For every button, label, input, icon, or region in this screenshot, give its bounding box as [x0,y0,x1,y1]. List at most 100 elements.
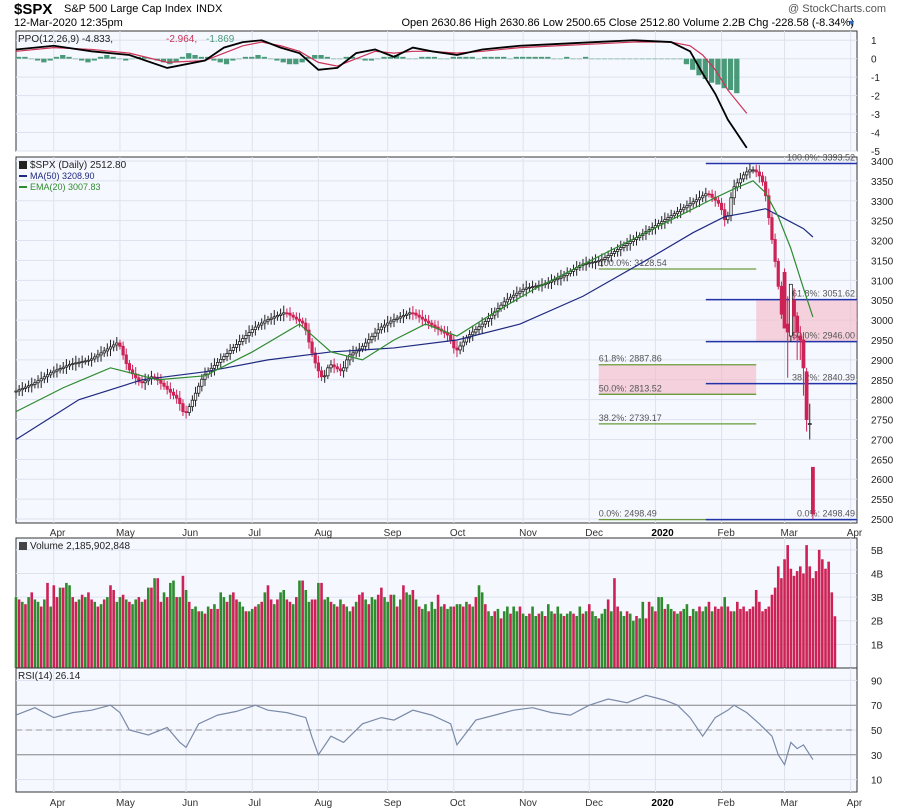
price-tick-label: 3250 [871,217,894,228]
price-tick-label: 3400 [871,157,894,168]
candle [792,299,796,317]
ppo-histogram-bar [362,58,368,61]
ppo-histogram-bar [715,58,721,85]
candle [534,285,538,288]
candle [461,341,465,347]
ppo-histogram-bar [267,58,274,60]
candle [260,322,264,326]
quote-arrow-icon: ▼ [847,18,856,28]
volume-bar [547,604,550,668]
volume-bar [238,601,241,668]
ppo-tick-label: -1 [871,73,880,84]
price-tick-label: 3150 [871,256,894,267]
volume-bar [537,613,541,668]
volume-bar [165,597,169,668]
ppo-histogram-bar [526,56,532,59]
candle [275,315,280,318]
candle [738,178,743,184]
candle [754,169,758,173]
candle [184,411,188,414]
volume-bar [446,608,449,668]
volume-bar [194,606,197,668]
candle [587,262,591,265]
candle [505,298,509,303]
volume-bar [49,606,52,668]
x-axis-label: Apr [847,528,863,539]
volume-bar [61,587,65,668]
candle [518,290,522,294]
volume-bar [131,604,134,668]
candle [165,385,169,390]
candle [345,359,349,369]
candle [215,361,220,366]
candle [181,403,185,413]
volume-bar [345,606,349,668]
candle [61,366,65,369]
candle [804,371,809,420]
volume-bar [587,604,591,668]
volume-bar [723,597,727,668]
candle [26,385,31,388]
x-axis-label-bottom: May [116,798,135,809]
volume-bar [591,611,594,668]
volume-bar [524,616,528,668]
candle [93,356,97,360]
volume-bar [68,585,71,668]
ppo-histogram-bar [627,58,633,60]
candle [316,362,320,372]
candle [247,332,251,336]
candle [96,354,100,358]
ppo-line [15,39,748,149]
volume-bar [219,592,223,668]
volume-bar [569,611,572,668]
x-axis-label: Apr [50,528,66,539]
volume-bar [43,599,46,668]
candle [628,241,632,244]
candle [244,335,248,339]
volume-bar [424,604,427,668]
fib-extension-label: 61.8%: 3051.62 [792,289,855,299]
candle [121,345,125,356]
candle [597,260,601,263]
volume-bar [216,608,219,668]
candle [704,193,708,197]
candle [389,320,393,324]
ppo-histogram-bar [438,58,444,60]
volume-bar [209,608,213,668]
candle [360,345,365,350]
volume-tick-label: 3B [871,593,884,604]
candle [376,329,380,334]
volume-bar [228,594,232,668]
volume-bar [124,599,128,668]
candle [23,386,28,389]
candle [341,367,346,372]
candle [779,285,784,315]
candle [458,345,462,351]
candle [414,312,418,316]
volume-bar [250,608,254,668]
volume-bar [465,601,468,668]
volume-bar [106,597,109,668]
ppo-histogram-bar [444,58,450,60]
candle [278,313,283,316]
ppo-panel [15,30,858,152]
volume-bar [276,599,279,668]
candle [373,332,377,337]
volume-bar [121,594,125,668]
volume-bar [247,611,251,668]
volume-bar [805,545,808,668]
ppo-histogram-bar [72,58,78,60]
volume-bar [288,601,292,668]
volume-bar [515,611,519,668]
volume-bar [20,601,24,668]
candle [502,301,506,306]
candle [307,329,311,343]
candle [760,175,765,183]
volume-bar [550,611,553,668]
volume-bar [594,616,597,668]
candle [732,186,736,199]
x-axis-label-bottom: Sep [384,798,402,809]
volume-bar [361,592,364,668]
candle [225,353,229,357]
volume-bar [348,611,352,668]
